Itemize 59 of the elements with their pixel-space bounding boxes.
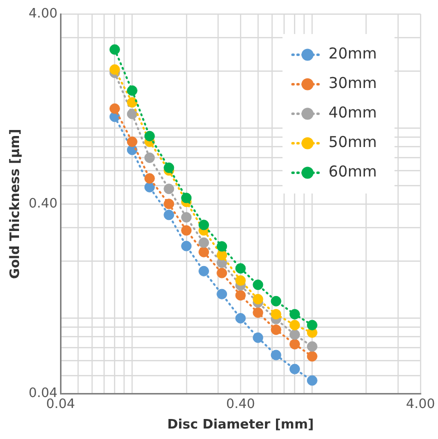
point — [126, 136, 138, 147]
point — [235, 312, 246, 324]
point — [252, 294, 264, 304]
point — [198, 266, 210, 276]
point — [144, 182, 155, 192]
point — [109, 64, 120, 75]
point — [164, 162, 174, 174]
point — [216, 288, 228, 300]
y-axis-title: Gold Thickness [µm] — [8, 128, 24, 279]
point — [270, 324, 282, 335]
point — [109, 103, 120, 114]
point — [164, 210, 174, 220]
point — [126, 97, 138, 108]
point — [216, 250, 228, 260]
point — [289, 308, 300, 320]
legend-label: 20mm — [328, 44, 377, 63]
point — [270, 350, 282, 360]
point — [181, 240, 192, 252]
point — [289, 364, 300, 374]
point — [164, 184, 174, 194]
point — [306, 341, 318, 352]
point — [306, 375, 318, 386]
legend-label: 50mm — [328, 133, 377, 152]
point — [306, 351, 318, 362]
point — [235, 290, 246, 301]
legend-label: 60mm — [328, 162, 377, 181]
point — [252, 280, 264, 290]
point — [181, 212, 192, 223]
point — [198, 246, 210, 258]
point — [252, 332, 264, 343]
point — [144, 173, 155, 184]
y-tick-label: 4.00 — [28, 6, 58, 22]
point — [235, 275, 246, 286]
legend-label: 40mm — [328, 104, 377, 122]
point — [109, 44, 120, 55]
point — [198, 237, 210, 248]
point — [289, 329, 300, 340]
point — [144, 152, 155, 163]
point — [270, 296, 282, 306]
point — [306, 320, 318, 330]
point — [270, 308, 282, 320]
point — [216, 241, 228, 252]
x-tick-label: 0.40 — [226, 396, 256, 412]
point — [198, 220, 210, 230]
point — [126, 85, 138, 96]
point — [252, 307, 264, 318]
point — [216, 268, 228, 278]
legend-label: 30mm — [328, 74, 377, 92]
point — [181, 192, 192, 204]
point — [289, 338, 300, 350]
x-axis-title: Disc Diameter [mm] — [167, 418, 314, 433]
y-tick-label: 0.40 — [28, 196, 58, 212]
point — [164, 198, 174, 210]
x-tick-label: 4.00 — [406, 396, 436, 412]
point — [235, 263, 246, 274]
point — [289, 320, 300, 330]
point — [181, 225, 192, 236]
point — [126, 108, 138, 120]
point — [144, 130, 155, 142]
